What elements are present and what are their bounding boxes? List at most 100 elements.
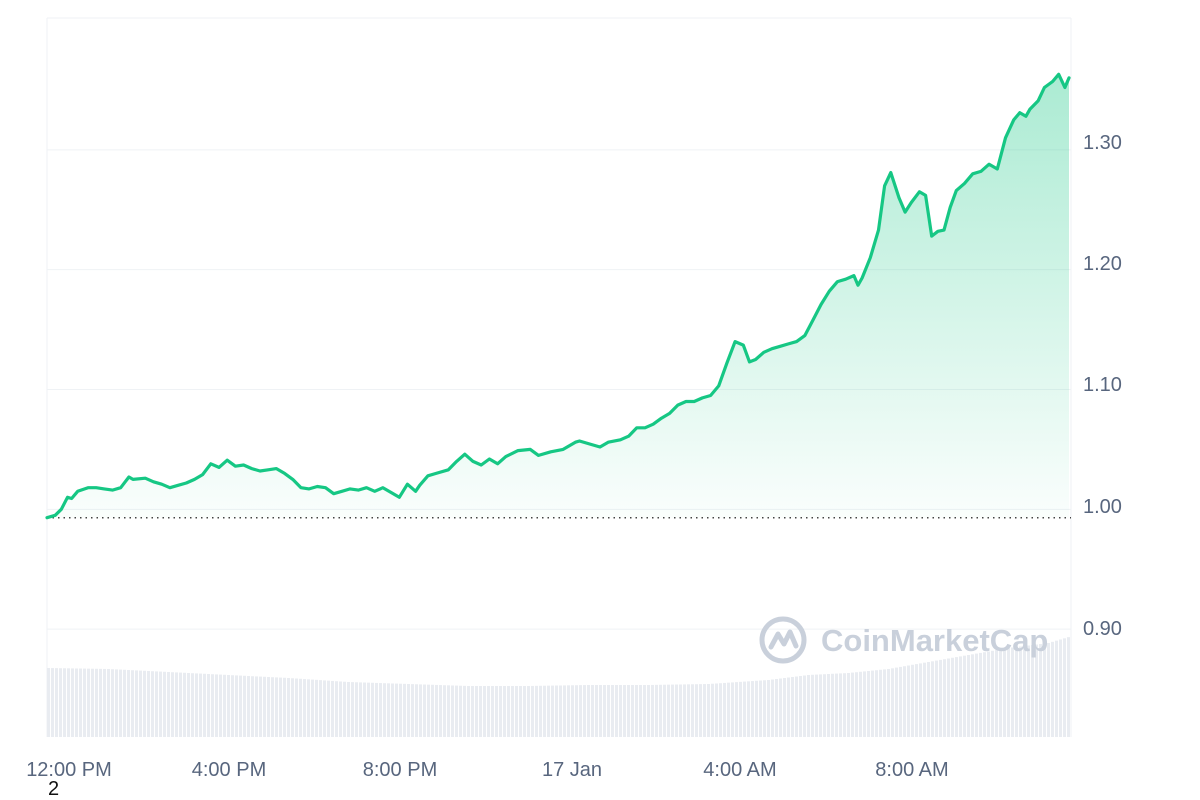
volume-bar — [211, 674, 214, 737]
price-point — [878, 229, 879, 230]
volume-bar — [467, 686, 470, 737]
volume-bar — [927, 662, 930, 737]
volume-bar — [663, 684, 666, 737]
price-point — [796, 341, 797, 342]
x-tick-label: 17 Jan — [542, 759, 602, 781]
volume-bar — [971, 654, 974, 737]
volume-bar — [71, 668, 74, 737]
volume-bar — [675, 684, 678, 737]
volume-bar — [219, 674, 222, 737]
price-point — [1019, 112, 1020, 113]
x-tick-label: 8:00 AM — [875, 759, 948, 781]
volume-bar — [899, 666, 902, 737]
price-point — [95, 487, 96, 488]
volume-bar — [303, 679, 306, 737]
volume-bar — [703, 684, 706, 737]
volume-bar — [251, 676, 254, 737]
volume-bar — [555, 685, 558, 737]
price-point — [763, 352, 764, 353]
volume-bar — [327, 680, 330, 737]
volume-bar — [615, 685, 618, 737]
volume-bar — [343, 681, 346, 737]
volume-bar — [815, 674, 818, 737]
price-point — [599, 446, 600, 447]
price-point — [857, 285, 858, 286]
volume-bar — [515, 686, 518, 737]
price-point — [743, 344, 744, 345]
volume-bar — [455, 685, 458, 737]
volume-bar — [167, 672, 170, 737]
volume-bar — [439, 685, 442, 737]
volume-bar — [539, 685, 542, 737]
volume-bar — [1059, 639, 1062, 737]
volume-bar — [587, 685, 590, 737]
volume-bar — [1067, 637, 1070, 737]
price-point — [374, 491, 375, 492]
volume-bar — [67, 668, 70, 737]
volume-bar — [735, 682, 738, 737]
volume-bar — [999, 649, 1002, 737]
price-point — [653, 424, 654, 425]
volume-bar — [1047, 643, 1050, 737]
volume-bar — [779, 678, 782, 737]
volume-bar — [187, 673, 190, 737]
volume-bar — [375, 682, 378, 737]
volume-bar — [451, 685, 454, 737]
volume-bar — [859, 671, 862, 737]
volume-bar — [503, 686, 506, 737]
price-point — [956, 190, 957, 191]
volume-bar — [75, 668, 78, 737]
volume-bar — [659, 684, 662, 737]
volume-bar — [835, 673, 838, 737]
volume-bar — [339, 681, 342, 737]
volume-bar — [759, 680, 762, 737]
volume-bar — [655, 684, 658, 737]
price-point — [1038, 100, 1039, 101]
volume-bar — [483, 686, 486, 737]
volume-bar — [279, 677, 282, 737]
volume-bar — [751, 681, 754, 737]
volume-bar — [123, 669, 126, 737]
volume-bar — [347, 682, 350, 737]
price-point — [538, 455, 539, 456]
price-point — [227, 459, 228, 460]
price-line — [45, 72, 1071, 520]
volume-bar — [559, 685, 562, 737]
volume-bar — [551, 685, 554, 737]
volume-bar — [247, 676, 250, 737]
volume-bars — [47, 637, 1070, 737]
volume-bar — [831, 673, 834, 737]
price-point — [259, 470, 260, 471]
price-point — [517, 450, 518, 451]
volume-bar — [371, 682, 374, 737]
volume-bar — [51, 668, 54, 737]
price-point — [988, 163, 989, 164]
price-point — [937, 231, 938, 232]
volume-bar — [227, 675, 230, 737]
volume-bar — [511, 686, 514, 737]
volume-bar — [671, 684, 674, 737]
price-point — [284, 473, 285, 474]
price-point — [925, 195, 926, 196]
volume-bar — [563, 685, 566, 737]
price-point — [620, 439, 621, 440]
price-point — [77, 491, 78, 492]
volume-bar — [1015, 647, 1018, 737]
volume-bar — [983, 652, 986, 737]
coinmarketcap-logo-icon — [759, 616, 807, 664]
price-point — [1013, 119, 1014, 120]
volume-bar — [171, 672, 174, 737]
volume-bar — [791, 677, 794, 737]
volume-bar — [579, 685, 582, 737]
volume-bar — [919, 663, 922, 737]
volume-bar — [847, 673, 850, 737]
price-point — [456, 461, 457, 462]
volume-bar — [771, 679, 774, 737]
price-point — [837, 281, 838, 282]
volume-bar — [459, 685, 462, 737]
volume-bar — [435, 684, 438, 737]
volume-bar — [79, 668, 82, 737]
volume-bar — [175, 672, 178, 737]
